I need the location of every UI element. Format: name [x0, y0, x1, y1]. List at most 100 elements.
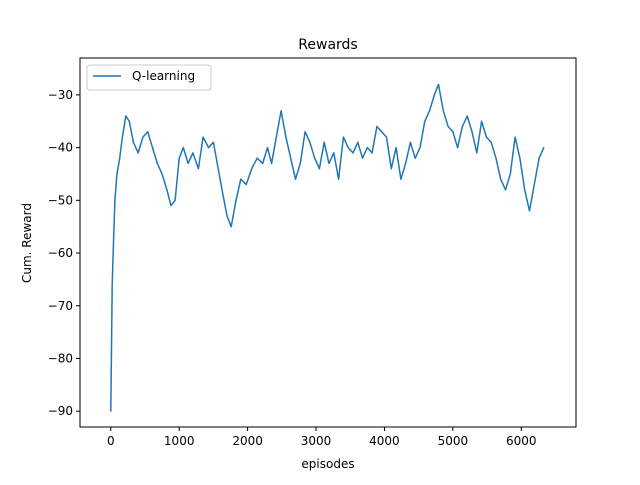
data-point [376, 125, 378, 128]
y-tick-label: −70 [48, 299, 73, 313]
data-point [119, 157, 121, 159]
data-point [371, 152, 373, 154]
data-point [147, 131, 149, 133]
data-point [490, 141, 492, 143]
x-tick-label: 3000 [301, 434, 332, 448]
data-point [314, 157, 316, 159]
data-point [452, 131, 454, 133]
data-point [433, 94, 435, 96]
data-point [352, 152, 354, 154]
data-point [309, 141, 311, 143]
data-point [245, 183, 247, 186]
data-point [151, 147, 154, 149]
data-point [110, 410, 112, 412]
plot-area [110, 83, 545, 412]
x-axis: 0 1000 2000 3000 4000 5000 6000 [107, 427, 537, 448]
data-point [495, 157, 497, 159]
data-point [390, 168, 392, 170]
data-point [437, 83, 440, 85]
data-point [187, 162, 189, 164]
data-point [142, 136, 144, 138]
data-point [528, 210, 531, 212]
y-tick-label: −40 [48, 141, 73, 155]
data-point [466, 115, 468, 117]
data-point [400, 178, 402, 180]
data-point [178, 157, 180, 159]
legend-label-q-learning: Q-learning [132, 69, 195, 83]
data-point [538, 157, 540, 159]
data-point [338, 178, 340, 180]
data-point [222, 194, 224, 196]
axes-frame [79, 57, 577, 428]
data-point [543, 147, 545, 149]
data-point [504, 189, 507, 191]
data-point [461, 125, 463, 128]
legend: Q-learning [86, 64, 212, 91]
data-point [429, 110, 431, 112]
data-point [419, 147, 421, 149]
data-point [304, 131, 306, 133]
data-point [381, 131, 383, 133]
data-point [161, 173, 163, 175]
data-point [202, 136, 204, 138]
data-point [447, 125, 449, 128]
data-point [519, 157, 521, 159]
data-point [509, 173, 511, 175]
data-point [366, 147, 368, 149]
data-point [405, 162, 407, 164]
data-point [481, 120, 483, 122]
x-tick-label: 6000 [506, 434, 537, 448]
data-point [333, 152, 335, 154]
data-point [166, 189, 168, 191]
data-point [256, 157, 258, 159]
data-point [230, 226, 232, 228]
chart-title: Rewards [298, 37, 357, 53]
data-point [156, 162, 158, 164]
data-point [285, 136, 287, 138]
data-point [132, 141, 134, 143]
x-tick-label: 2000 [232, 434, 263, 448]
data-point [251, 168, 253, 170]
data-point [226, 215, 228, 217]
y-axis-title: Cum. Reward [20, 203, 34, 283]
y-tick-label: −90 [48, 404, 73, 418]
data-point [533, 183, 535, 186]
data-point [174, 199, 176, 201]
data-point [212, 141, 214, 143]
data-point [485, 136, 487, 138]
data-point [125, 115, 127, 117]
data-point [342, 136, 344, 138]
data-point [280, 110, 282, 112]
y-tick-label: −50 [48, 193, 73, 207]
data-point [235, 199, 237, 201]
data-point [357, 141, 359, 143]
data-point [299, 162, 301, 164]
data-point [217, 168, 219, 170]
data-point [414, 157, 416, 159]
x-tick-label: 0 [107, 434, 115, 448]
data-point [471, 131, 473, 133]
data-point [323, 141, 325, 143]
data-point [347, 147, 349, 149]
data-point [240, 178, 242, 180]
data-point [328, 162, 330, 164]
data-point [514, 136, 516, 138]
data-point [395, 147, 397, 149]
data-point [192, 152, 194, 154]
data-point [500, 178, 502, 180]
data-point [114, 199, 116, 201]
data-point [111, 284, 113, 286]
data-point [121, 136, 123, 138]
data-point [262, 162, 264, 164]
x-tick-label: 4000 [369, 434, 400, 448]
data-point [116, 173, 118, 175]
data-point [361, 157, 364, 159]
data-point [112, 241, 115, 244]
data-point [385, 136, 388, 138]
data-point [476, 152, 478, 154]
data-point [137, 152, 139, 154]
y-axis: −90 −80 −70 −60 −50 −40 −30 [48, 88, 80, 418]
data-point [128, 120, 130, 122]
x-axis-title: episodes [301, 457, 354, 471]
